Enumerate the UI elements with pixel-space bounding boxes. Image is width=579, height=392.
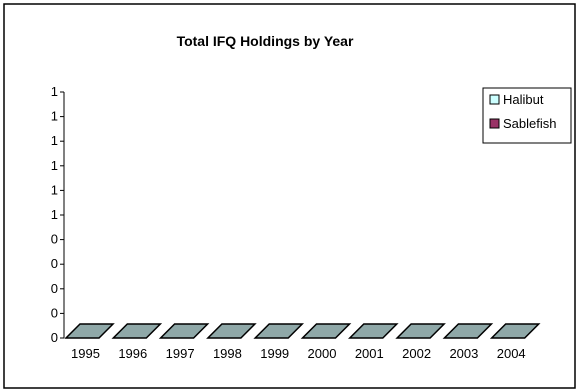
chart-floor <box>64 323 541 339</box>
plot-area: 0 0 0 0 0 1 1 1 1 1 1 1995 1996 1997 1998 1999 2000 2001… <box>51 84 541 361</box>
legend-label-halibut: Halibut <box>503 92 544 107</box>
y-tick-label: 1 <box>51 158 58 173</box>
x-axis-labels: 1995 1996 1997 1998 1999 2000 2001 2002 2003 2004 <box>71 346 526 361</box>
x-tick-label: 1995 <box>71 346 100 361</box>
x-tick-label: 1997 <box>166 346 195 361</box>
y-tick-label: 1 <box>51 109 58 124</box>
x-tick-label: 2002 <box>402 346 431 361</box>
floor-segment <box>300 323 352 339</box>
y-tick-label: 1 <box>51 133 58 148</box>
floor-segment <box>206 323 257 339</box>
x-tick-label: 2003 <box>449 346 478 361</box>
y-tick-label: 1 <box>51 182 58 197</box>
y-tick-label: 0 <box>51 256 58 271</box>
floor-segment <box>395 323 446 339</box>
y-tick-label: 1 <box>51 84 58 99</box>
floor-segment <box>442 323 494 339</box>
y-tick-label: 0 <box>51 305 58 320</box>
x-tick-label: 1998 <box>213 346 242 361</box>
legend-label-sablefish: Sablefish <box>503 116 556 131</box>
y-tick-label: 0 <box>51 330 58 345</box>
legend-swatch-sablefish <box>489 118 500 129</box>
floor-segment <box>253 323 305 339</box>
legend-swatch-halibut <box>489 94 500 105</box>
floor-segment <box>158 323 210 339</box>
y-tick-label: 1 <box>51 207 58 222</box>
floor-segment <box>489 323 541 339</box>
y-tick-label: 0 <box>51 232 58 247</box>
x-tick-label: 1996 <box>118 346 147 361</box>
x-tick-label: 2000 <box>308 346 337 361</box>
x-tick-label: 1999 <box>260 346 289 361</box>
floor-segment <box>111 323 163 339</box>
floor-segment <box>64 323 115 339</box>
floor-segment <box>347 323 399 339</box>
chart-title: Total IFQ Holdings by Year <box>177 33 354 49</box>
legend: Halibut Sablefish <box>482 87 572 144</box>
y-axis-ticks: 0 0 0 0 0 1 1 1 1 1 1 <box>51 84 64 345</box>
y-tick-label: 0 <box>51 281 58 296</box>
x-tick-label: 2001 <box>355 346 384 361</box>
x-tick-label: 2004 <box>497 346 526 361</box>
